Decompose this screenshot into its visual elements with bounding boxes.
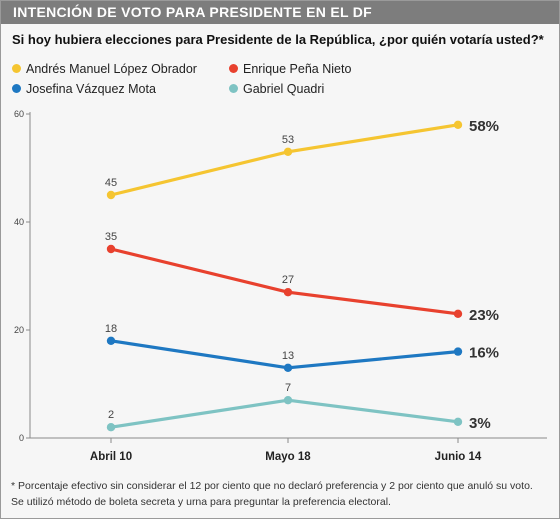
data-label-jvm: 18 bbox=[105, 323, 117, 335]
header-bar: INTENCIÓN DE VOTO PARA PRESIDENTE EN EL … bbox=[1, 1, 559, 24]
data-label-final-jvm: 16% bbox=[469, 345, 499, 362]
legend-label-gq: Gabriel Quadri bbox=[243, 82, 325, 96]
data-label-amlo: 53 bbox=[282, 134, 294, 146]
legend-dot-jvm bbox=[12, 84, 21, 93]
y-tick-label: 60 bbox=[14, 109, 24, 119]
legend: Andrés Manuel López Obrador Enrique Peña… bbox=[12, 62, 412, 102]
data-label-jvm: 13 bbox=[282, 350, 294, 362]
footnote-line-2: Se utilizó método de boleta secreta y ur… bbox=[11, 496, 391, 508]
legend-label-epn: Enrique Peña Nieto bbox=[243, 62, 352, 76]
legend-dot-amlo bbox=[12, 64, 21, 73]
data-point-amlo bbox=[283, 147, 293, 156]
legend-item-jvm: Josefina Vázquez Mota bbox=[12, 82, 156, 96]
data-point-jvm bbox=[106, 336, 116, 345]
data-label-epn: 35 bbox=[105, 231, 117, 243]
data-label-epn: 27 bbox=[282, 274, 294, 286]
data-point-amlo bbox=[453, 120, 463, 129]
legend-item-epn: Enrique Peña Nieto bbox=[229, 62, 351, 76]
x-tick-label: Junio 14 bbox=[435, 451, 482, 463]
legend-label-jvm: Josefina Vázquez Mota bbox=[26, 82, 156, 96]
data-point-jvm bbox=[453, 347, 463, 356]
data-point-gq bbox=[283, 396, 293, 405]
legend-item-gq: Gabriel Quadri bbox=[229, 82, 324, 96]
legend-dot-gq bbox=[229, 84, 238, 93]
series-line-gq bbox=[109, 398, 460, 429]
x-tick-label: Abril 10 bbox=[90, 451, 132, 463]
data-point-gq bbox=[453, 417, 463, 426]
line-chart: 0 20 40 60 Abril 10 Mayo 18 Junio 14 45 53 58% 35 2… bbox=[14, 109, 547, 463]
legend-label-amlo: Andrés Manuel López Obrador bbox=[26, 62, 197, 76]
data-point-amlo bbox=[106, 190, 116, 200]
chart-title: INTENCIÓN DE VOTO PARA PRESIDENTE EN EL … bbox=[13, 4, 373, 20]
data-label-gq: 7 bbox=[285, 382, 291, 394]
data-point-epn bbox=[453, 309, 463, 318]
data-point-jvm bbox=[283, 363, 293, 372]
y-tick-label: 20 bbox=[14, 325, 24, 335]
data-label-gq: 2 bbox=[108, 409, 114, 421]
y-tick-label: 0 bbox=[19, 433, 24, 443]
footnote: * Porcentaje efectivo sin considerar el … bbox=[11, 478, 551, 510]
chart-subtitle: Si hoy hubiera elecciones para President… bbox=[12, 32, 544, 47]
y-tick-label: 40 bbox=[14, 217, 24, 227]
data-point-gq bbox=[106, 423, 116, 432]
data-label-final-amlo: 58% bbox=[469, 118, 499, 135]
data-label-amlo: 45 bbox=[105, 177, 117, 189]
data-label-final-gq: 3% bbox=[469, 415, 491, 432]
data-label-final-epn: 23% bbox=[469, 307, 499, 324]
x-tick-label: Mayo 18 bbox=[265, 451, 311, 463]
legend-dot-epn bbox=[229, 64, 238, 73]
data-point-epn bbox=[106, 244, 116, 254]
legend-item-amlo: Andrés Manuel López Obrador bbox=[12, 62, 197, 76]
footnote-line-1: * Porcentaje efectivo sin considerar el … bbox=[11, 480, 533, 492]
data-point-epn bbox=[283, 288, 293, 297]
